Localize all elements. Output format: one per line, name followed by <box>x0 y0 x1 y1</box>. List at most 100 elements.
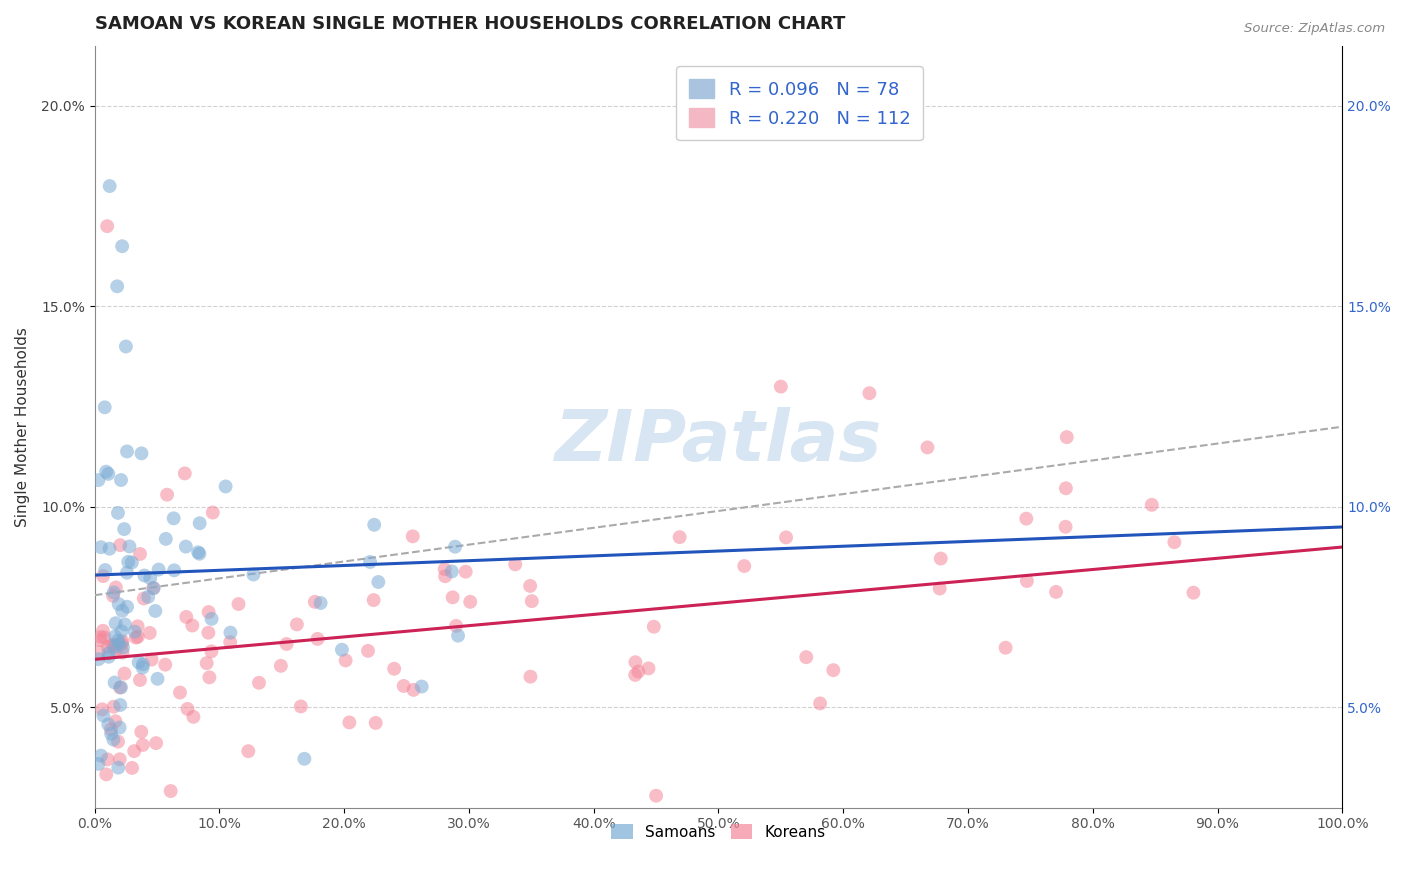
Point <box>174 540 197 554</box>
Point <box>90 748 112 763</box>
Point <box>91 702 114 716</box>
Point <box>214 479 236 493</box>
Point <box>132 738 155 752</box>
Point <box>87 652 110 666</box>
Point <box>155 532 177 546</box>
Point <box>808 697 831 711</box>
Point <box>111 239 134 253</box>
Point <box>108 721 131 735</box>
Point <box>402 529 425 543</box>
Point <box>1015 511 1038 525</box>
Point <box>174 610 197 624</box>
Point <box>114 617 136 632</box>
Point <box>141 652 163 666</box>
Point <box>107 734 129 748</box>
Point <box>197 605 219 619</box>
Point <box>307 632 329 646</box>
Point <box>136 590 159 604</box>
Point <box>173 467 195 481</box>
Point <box>129 673 152 687</box>
Point <box>87 645 110 659</box>
Point <box>112 522 135 536</box>
Point <box>97 467 120 481</box>
Point <box>219 635 242 649</box>
Point <box>111 634 134 648</box>
Point <box>929 551 952 566</box>
Point <box>115 339 138 353</box>
Point <box>238 744 260 758</box>
Point <box>188 547 211 561</box>
Point <box>128 655 150 669</box>
Point <box>115 566 138 580</box>
Point <box>104 675 127 690</box>
Point <box>110 624 132 639</box>
Point <box>132 591 155 606</box>
Point <box>359 555 381 569</box>
Point <box>124 624 146 639</box>
Point <box>115 599 138 614</box>
Point <box>454 565 477 579</box>
Point <box>794 650 817 665</box>
Point <box>98 179 121 194</box>
Point <box>363 593 385 607</box>
Point <box>624 655 647 669</box>
Point <box>176 702 198 716</box>
Point <box>89 633 111 648</box>
Point <box>129 547 152 561</box>
Point <box>228 597 250 611</box>
Point <box>276 637 298 651</box>
Point <box>91 569 114 583</box>
Point <box>917 441 939 455</box>
Point <box>364 715 387 730</box>
Point <box>183 710 205 724</box>
Point <box>200 612 222 626</box>
Point <box>104 581 127 595</box>
Point <box>146 672 169 686</box>
Point <box>994 640 1017 655</box>
Point <box>159 784 181 798</box>
Point <box>142 581 165 595</box>
Point <box>131 724 153 739</box>
Point <box>363 517 385 532</box>
Point <box>110 473 132 487</box>
Point <box>107 597 129 611</box>
Point <box>125 631 148 645</box>
Point <box>148 563 170 577</box>
Point <box>96 767 118 781</box>
Point <box>110 698 132 712</box>
Point <box>627 665 650 679</box>
Point <box>357 644 380 658</box>
Point <box>114 666 136 681</box>
Point <box>201 506 224 520</box>
Point <box>392 679 415 693</box>
Point <box>1054 481 1077 495</box>
Point <box>441 591 464 605</box>
Point <box>111 604 134 618</box>
Text: ZIPatlas: ZIPatlas <box>555 408 882 476</box>
Point <box>108 752 131 766</box>
Point <box>103 699 125 714</box>
Point <box>134 568 156 582</box>
Point <box>104 616 127 631</box>
Point <box>242 567 264 582</box>
Point <box>97 640 120 654</box>
Point <box>131 660 153 674</box>
Point <box>335 653 357 667</box>
Point <box>108 681 131 695</box>
Point <box>444 540 467 554</box>
Point <box>169 685 191 699</box>
Point <box>107 761 129 775</box>
Point <box>104 629 127 643</box>
Point <box>156 488 179 502</box>
Point <box>519 579 541 593</box>
Point <box>447 629 470 643</box>
Point <box>110 681 132 695</box>
Point <box>118 540 141 554</box>
Point <box>823 663 845 677</box>
Point <box>112 640 135 655</box>
Point <box>93 630 115 644</box>
Point <box>645 789 668 803</box>
Point <box>440 565 463 579</box>
Point <box>200 644 222 658</box>
Point <box>1054 520 1077 534</box>
